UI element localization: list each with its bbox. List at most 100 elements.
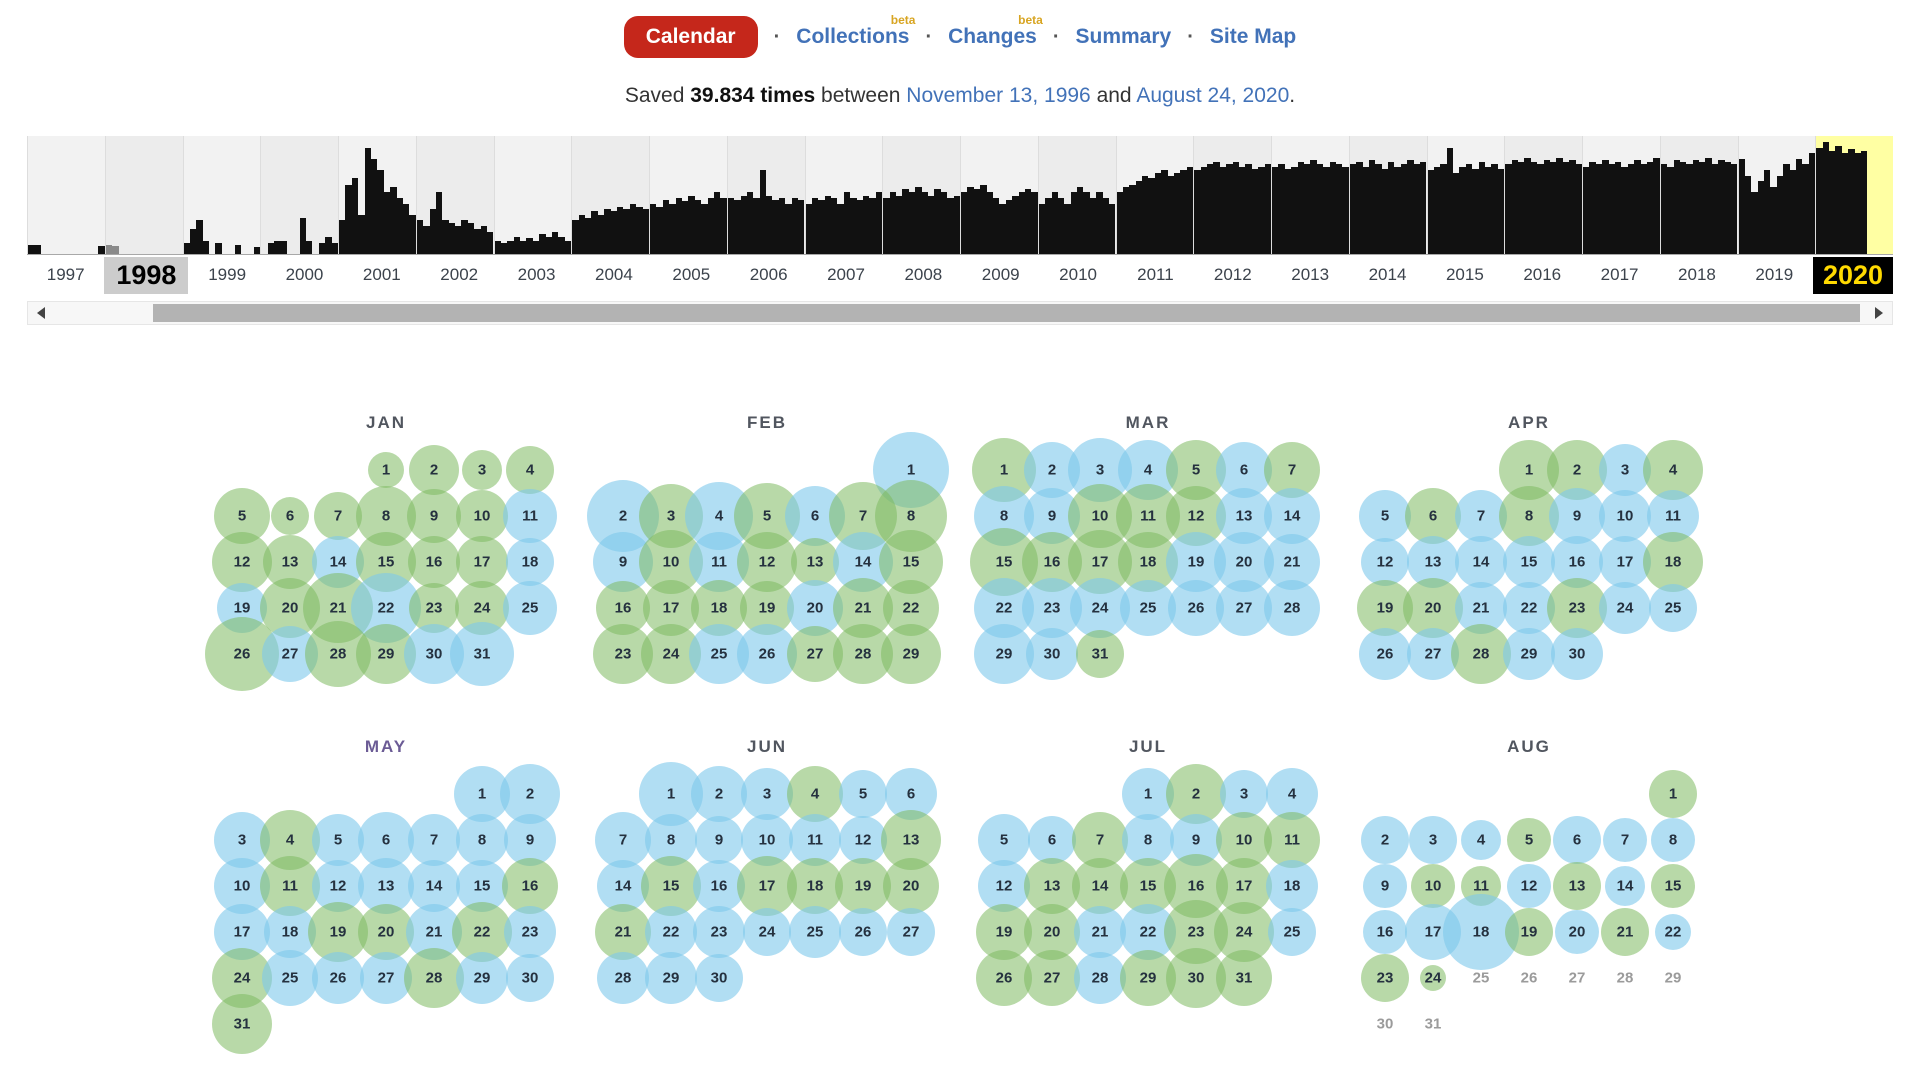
snapshot-circle-green[interactable] [1361,954,1409,1002]
day-cell-mar-14[interactable]: 14 [1264,488,1320,544]
day-cell-aug-19[interactable]: 19 [1505,908,1553,956]
snapshot-circle-green[interactable] [212,994,272,1054]
day-cell-jun-3[interactable]: 3 [741,768,793,820]
day-cell-jan-16[interactable]: 16 [408,536,460,588]
snapshot-circle-green[interactable] [835,858,891,914]
timeline-scrollbar[interactable] [27,301,1893,325]
day-cell-jul-5[interactable]: 5 [978,814,1030,866]
day-cell-jun-7[interactable]: 7 [595,812,651,868]
snapshot-circle-blue[interactable] [504,906,556,958]
day-cell-jul-2[interactable]: 2 [1166,764,1226,824]
snapshot-circle-blue[interactable] [645,906,697,958]
day-cell-may-31[interactable]: 31 [212,994,272,1054]
day-cell-mar-20[interactable]: 20 [1214,532,1274,592]
day-cell-jan-9[interactable]: 9 [407,489,461,543]
snapshot-circle-green[interactable] [1505,908,1553,956]
timeline-year-section-2015[interactable] [1426,136,1505,254]
day-cell-jul-20[interactable]: 20 [1024,904,1080,960]
snapshot-circle-blue[interactable] [312,952,364,1004]
day-cell-feb-13[interactable]: 13 [791,538,839,586]
timeline-year-section-2004[interactable] [571,136,649,254]
snapshot-circle-blue[interactable] [695,816,743,864]
day-cell-jan-4[interactable]: 4 [506,446,554,494]
timeline-year-section-2003[interactable] [493,136,572,254]
snapshot-circle-green[interactable] [1024,950,1080,1006]
day-cell-apr-2[interactable]: 2 [1547,440,1607,500]
snapshot-circle-green[interactable] [1649,770,1697,818]
day-cell-aug-5[interactable]: 5 [1505,817,1553,863]
timeline-year-section-1998[interactable] [104,136,183,254]
day-cell-may-7[interactable]: 7 [408,814,460,866]
snapshot-circle-green[interactable] [456,490,508,542]
snapshot-circle-blue[interactable] [974,624,1034,684]
snapshot-circle-blue[interactable] [1599,444,1651,496]
timeline-year-section-2002[interactable] [415,136,494,254]
day-cell-mar-26[interactable]: 26 [1168,580,1224,636]
snapshot-circle-blue[interactable] [450,622,514,686]
day-cell-mar-18[interactable]: 18 [1118,532,1178,592]
timeline-year-section-2013[interactable] [1271,136,1349,254]
scroll-right-button[interactable] [1866,302,1892,324]
day-cell-jan-7[interactable]: 7 [314,492,362,540]
day-cell-mar-24[interactable]: 24 [1070,578,1130,638]
day-cell-jul-19[interactable]: 19 [976,904,1032,960]
snapshot-circle-green[interactable] [1411,864,1455,908]
snapshot-circle-blue[interactable] [695,954,743,1002]
snapshot-circle-blue[interactable] [1455,536,1507,588]
day-cell-apr-23[interactable]: 23 [1547,578,1607,638]
day-cell-jun-28[interactable]: 28 [597,952,649,1004]
year-label-2000[interactable]: 2000 [285,265,324,284]
day-cell-jun-2[interactable]: 2 [691,766,747,822]
day-cell-may-8[interactable]: 8 [456,814,508,866]
day-cell-jun-19[interactable]: 19 [835,858,891,914]
day-cell-jun-5[interactable]: 5 [839,770,887,818]
snapshot-circle-green[interactable] [791,538,839,586]
snapshot-circle-blue[interactable] [1551,628,1603,680]
day-cell-may-25[interactable]: 25 [262,950,318,1006]
snapshot-circle-blue[interactable] [503,489,557,543]
day-cell-may-16[interactable]: 16 [502,858,558,914]
day-cell-may-10[interactable]: 10 [214,858,270,914]
nav-item-changes[interactable]: Changes beta [948,13,1043,48]
day-cell-apr-15[interactable]: 15 [1503,536,1555,588]
day-cell-aug-20[interactable]: 20 [1553,909,1601,955]
day-cell-jan-28[interactable]: 28 [305,621,371,687]
snapshot-circle-green[interactable] [1643,532,1703,592]
day-cell-aug-7[interactable]: 7 [1601,817,1649,863]
day-cell-feb-12[interactable]: 12 [737,532,797,592]
day-cell-may-29[interactable]: 29 [456,952,508,1004]
snapshot-circle-blue[interactable] [1599,536,1651,588]
year-label-2006[interactable]: 2006 [749,265,788,284]
day-cell-jan-3[interactable]: 3 [458,447,506,493]
timeline-year-section-1999[interactable] [182,136,261,254]
day-cell-jan-29[interactable]: 29 [356,624,416,684]
day-cell-jan-10[interactable]: 10 [456,490,508,542]
snapshot-circle-green[interactable] [595,904,651,960]
day-cell-mar-31[interactable]: 31 [1076,630,1124,678]
snapshot-circle-blue[interactable] [789,906,841,958]
snapshot-circle-blue[interactable] [1268,908,1316,956]
year-label-2019[interactable]: 2019 [1755,265,1794,284]
snapshot-circle-blue[interactable] [456,814,508,866]
day-cell-may-14[interactable]: 14 [408,860,460,912]
snapshot-circle-green[interactable] [1420,965,1446,991]
snapshot-circle-green[interactable] [506,446,554,494]
day-cell-apr-17[interactable]: 17 [1599,536,1651,588]
day-cell-aug-23[interactable]: 23 [1361,954,1409,1002]
day-cell-jul-18[interactable]: 18 [1266,860,1318,912]
day-cell-aug-9[interactable]: 9 [1361,863,1409,909]
nav-item-collections[interactable]: Collections beta [796,13,916,48]
timeline-year-section-2012[interactable] [1193,136,1271,254]
day-cell-apr-10[interactable]: 10 [1599,490,1651,542]
snapshot-circle-blue[interactable] [312,814,364,866]
snapshot-circle-blue[interactable] [1361,816,1409,864]
day-cell-jul-3[interactable]: 3 [1220,770,1268,818]
day-cell-jan-18[interactable]: 18 [506,538,554,586]
day-cell-jun-23[interactable]: 23 [693,906,745,958]
timeline-year-section-2010[interactable] [1037,136,1116,254]
day-cell-jun-15[interactable]: 15 [641,856,701,916]
snapshot-circle-blue[interactable] [506,538,554,586]
snapshot-circle-green[interactable] [1451,624,1511,684]
day-cell-jan-17[interactable]: 17 [456,536,508,588]
day-cell-apr-26[interactable]: 26 [1359,628,1411,680]
